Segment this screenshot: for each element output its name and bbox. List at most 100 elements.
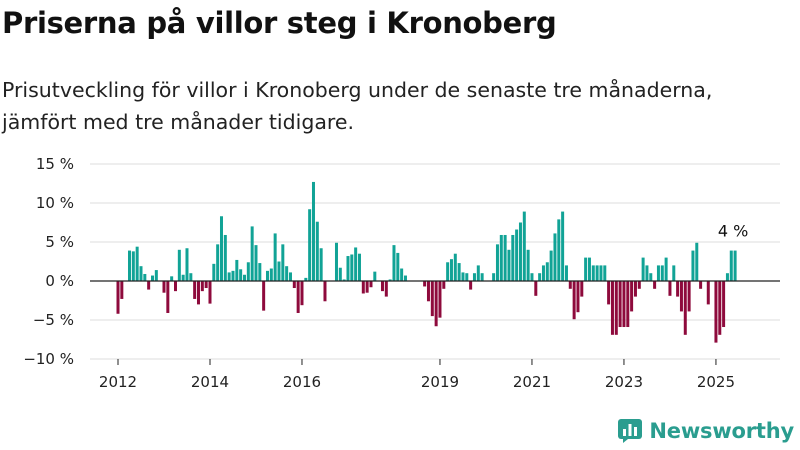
- bar: [499, 234, 503, 281]
- newsworthy-logo-icon: [618, 419, 643, 443]
- y-tick-label: 0 %: [45, 272, 74, 290]
- bar: [591, 265, 595, 281]
- bar: [687, 281, 691, 312]
- bars: [116, 181, 737, 343]
- bar: [315, 221, 319, 281]
- x-tick-label: 2016: [283, 373, 321, 391]
- bar: [235, 259, 239, 281]
- bar: [147, 281, 151, 290]
- bar: [607, 281, 611, 305]
- bar: [177, 249, 181, 281]
- bar: [580, 281, 584, 297]
- bar: [576, 281, 580, 313]
- bar: [476, 265, 480, 281]
- bar: [553, 233, 557, 281]
- bar: [568, 281, 572, 289]
- bar: [216, 244, 220, 281]
- bar: [549, 250, 553, 281]
- bar: [538, 273, 542, 281]
- bar: [304, 277, 308, 281]
- bar: [695, 242, 699, 281]
- bar: [254, 245, 258, 281]
- bar: [231, 270, 235, 281]
- bar: [131, 251, 135, 281]
- chart-subtitle: Prisutveckling för villor i Kronoberg un…: [2, 78, 713, 134]
- bar: [653, 281, 657, 289]
- bar: [595, 265, 599, 281]
- bar: [706, 281, 710, 305]
- bar: [346, 256, 350, 281]
- chart-title: Priserna på villor steg i Kronoberg: [2, 6, 557, 40]
- newsworthy-logo: Newsworthy: [617, 418, 794, 444]
- bar: [587, 257, 591, 281]
- bar: [469, 281, 473, 290]
- bar: [641, 257, 645, 281]
- bar: [269, 268, 273, 281]
- last-value-annotation: 4 %: [718, 222, 748, 241]
- bar: [530, 273, 534, 281]
- bar: [204, 281, 208, 289]
- bar: [250, 226, 254, 281]
- bar: [618, 281, 622, 328]
- bar: [373, 271, 377, 281]
- bar: [457, 263, 461, 281]
- bar: [135, 246, 139, 281]
- bar: [185, 248, 189, 281]
- bar: [564, 265, 568, 281]
- bar: [561, 211, 565, 281]
- bar: [384, 281, 388, 297]
- bar: [633, 281, 637, 297]
- bar: [265, 270, 269, 281]
- x-tick-label: 2014: [191, 373, 229, 391]
- bar: [622, 281, 626, 328]
- bar: [438, 281, 442, 318]
- bar: [610, 281, 614, 335]
- y-tick-label: 10 %: [36, 194, 74, 212]
- bar: [495, 244, 499, 281]
- bar: [630, 281, 634, 312]
- bar: [676, 281, 680, 297]
- bar: [511, 234, 515, 281]
- bar: [227, 272, 231, 281]
- bar: [430, 281, 434, 317]
- bar: [285, 266, 289, 281]
- bar: [515, 229, 519, 281]
- bar: [434, 281, 438, 327]
- bar: [300, 281, 304, 306]
- bar: [507, 249, 511, 281]
- bar: [120, 281, 124, 299]
- bar: [392, 245, 396, 281]
- bar: [572, 281, 576, 320]
- bar: [645, 265, 649, 281]
- bar: [557, 219, 561, 281]
- bar: [683, 281, 687, 335]
- bar: [718, 281, 722, 335]
- x-tick-label: 2023: [605, 373, 643, 391]
- bar: [208, 281, 212, 304]
- bar: [503, 234, 507, 281]
- bar: [181, 274, 185, 281]
- bar: [679, 281, 683, 312]
- bar: [323, 281, 327, 302]
- y-tick-label: −5 %: [33, 311, 74, 329]
- bar: [162, 281, 166, 293]
- bar: [273, 233, 277, 281]
- bar: [453, 253, 457, 281]
- bar: [369, 281, 373, 288]
- bar: [729, 250, 733, 281]
- bar: [281, 244, 285, 281]
- y-tick-label: −10 %: [23, 350, 74, 368]
- bar: [277, 261, 281, 281]
- bar: [446, 262, 450, 281]
- bar: [423, 281, 427, 287]
- bar: [480, 273, 484, 281]
- bar: [722, 281, 726, 328]
- bar: [518, 222, 522, 281]
- bar: [365, 281, 369, 293]
- bar: [354, 247, 358, 281]
- bar: [526, 249, 530, 281]
- annotations: 4 %: [718, 222, 748, 241]
- bar: [308, 209, 312, 281]
- bar: [449, 259, 453, 281]
- bar: [534, 281, 538, 296]
